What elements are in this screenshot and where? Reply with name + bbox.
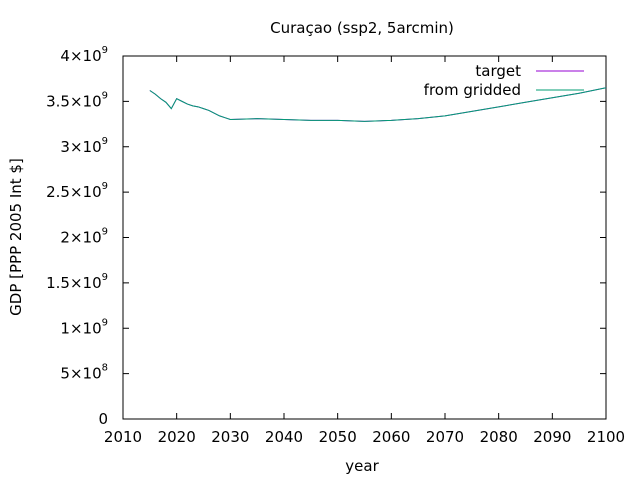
legend-label-from-gridded: from gridded	[424, 81, 521, 99]
series-line-from-gridded	[149, 87, 607, 122]
x-tick-label: 2080	[480, 428, 518, 446]
y-tick-exponent: 8	[102, 363, 108, 374]
y-tick-mantissa: 3.5×10	[46, 92, 102, 110]
y-tick-mantissa: 0	[98, 410, 108, 428]
y-axis: 05×1081×1091.5×1092×1092.5×1093×1093.5×1…	[46, 45, 606, 428]
x-tick-label: 2040	[265, 428, 303, 446]
x-tick-label: 2010	[104, 428, 142, 446]
x-tick-label: 2020	[158, 428, 196, 446]
legend: target from gridded	[424, 62, 584, 99]
x-tick-label: 2050	[319, 428, 357, 446]
y-tick-exponent: 9	[102, 227, 108, 238]
y-tick-label: 1×109	[60, 317, 108, 337]
y-tick-mantissa: 3×10	[60, 138, 101, 156]
y-tick-exponent: 9	[102, 181, 108, 192]
y-tick-label: 3.5×109	[46, 90, 108, 110]
series-line-target	[149, 87, 607, 122]
y-tick-exponent: 9	[102, 317, 108, 328]
chart-title: Curaçao (ssp2, 5arcmin)	[270, 19, 454, 37]
series-layer	[149, 87, 607, 122]
y-axis-title: GDP [PPP 2005 Int $]	[7, 158, 25, 316]
x-tick-label: 2060	[372, 428, 410, 446]
y-tick-label: 1.5×109	[46, 272, 108, 292]
x-tick-label: 2090	[533, 428, 571, 446]
x-axis-title: year	[345, 457, 379, 475]
x-axis: 2010 2020 2030 2040 2050 2060 2070 2080 2090 2100	[104, 56, 625, 446]
x-tick-label: 2070	[426, 428, 464, 446]
y-tick-mantissa: 2×10	[60, 229, 101, 247]
y-tick-mantissa: 1×10	[60, 319, 101, 337]
y-tick-mantissa: 2.5×10	[46, 183, 102, 201]
y-tick-mantissa: 1.5×10	[46, 274, 102, 292]
y-tick-label: 0	[98, 410, 108, 428]
x-tick-label: 2030	[211, 428, 249, 446]
y-tick-label: 3×109	[60, 136, 108, 156]
y-tick-exponent: 9	[102, 45, 108, 56]
y-tick-exponent: 9	[102, 272, 108, 283]
y-tick-label: 2×109	[60, 227, 108, 247]
y-tick-exponent: 9	[102, 136, 108, 147]
y-tick-mantissa: 5×10	[60, 365, 101, 383]
y-tick-label: 4×109	[60, 45, 108, 65]
y-tick-label: 2.5×109	[46, 181, 108, 201]
legend-label-target: target	[475, 62, 521, 80]
y-tick-exponent: 9	[102, 90, 108, 101]
y-tick-mantissa: 4×10	[60, 47, 101, 65]
plot-frame	[122, 55, 607, 420]
x-tick-label: 2100	[587, 428, 625, 446]
y-tick-label: 5×108	[60, 363, 108, 383]
